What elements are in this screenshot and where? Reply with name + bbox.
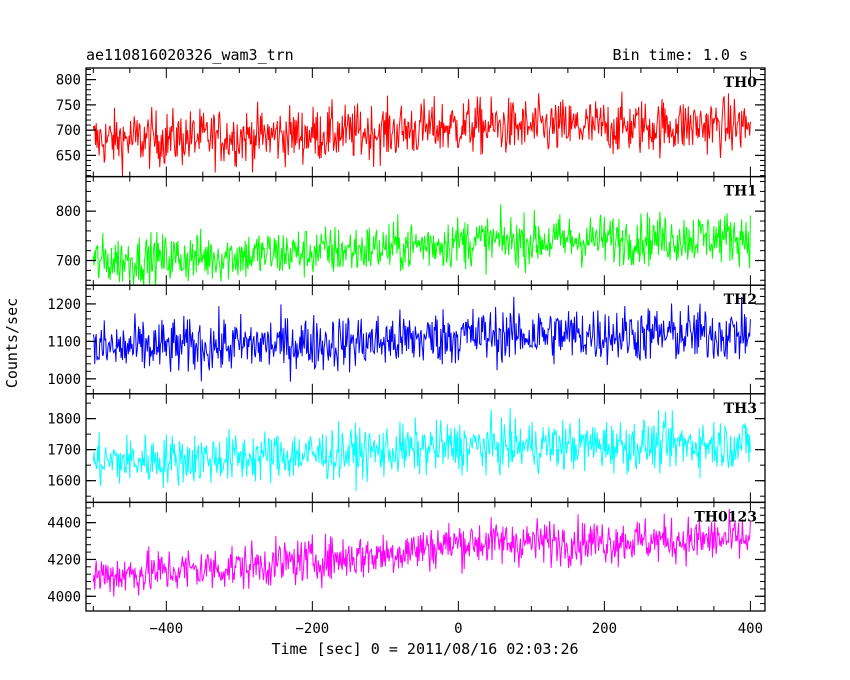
y-tick-label: 800 <box>56 204 81 220</box>
x-tick-label: −200 <box>295 621 329 637</box>
y-tick-label: 750 <box>56 98 81 114</box>
y-axis-label: Counts/sec <box>3 298 21 388</box>
series-th3 <box>92 407 751 492</box>
y-tick-label: 1800 <box>47 412 81 428</box>
y-tick-label: 1600 <box>47 474 81 490</box>
panel-label-th1: TH1 <box>724 184 757 200</box>
panel-label-th3: TH3 <box>724 401 757 417</box>
y-tick-label: 4200 <box>47 552 81 568</box>
series-layer <box>92 91 751 597</box>
y-tick-label: 700 <box>56 123 81 139</box>
y-tick-label: 4000 <box>47 589 81 605</box>
series-th2 <box>92 296 751 382</box>
y-tick-label: 1100 <box>47 334 81 350</box>
x-tick-label: 0 <box>454 621 462 637</box>
y-tick-label: 700 <box>56 254 81 270</box>
panel-frame-th0123 <box>85 501 766 612</box>
x-axis-label: Time [sec] 0 = 2011/08/16 02:03:26 <box>271 640 578 658</box>
series-th0123 <box>92 508 751 597</box>
panel-label-th0: TH0 <box>724 75 758 91</box>
x-tick-label: 400 <box>738 621 763 637</box>
series-th0 <box>92 91 751 177</box>
y-tick-label: 1000 <box>47 372 81 388</box>
chart-title: ae110816020326_wam3_trn <box>86 46 294 64</box>
label-layer: 650 700 750 800 TH0 700 800 TH1 1000 1100 1200 TH2 1… <box>47 73 763 637</box>
bin-time-label: Bin time: 1.0 s <box>613 46 748 64</box>
panel-label-th0123: TH0123 <box>694 509 757 525</box>
frame-layer <box>85 67 766 612</box>
x-tick-label: 200 <box>592 621 617 637</box>
x-tick-label: −400 <box>149 621 183 637</box>
y-tick-label: 1700 <box>47 443 81 459</box>
y-tick-label: 1200 <box>47 297 81 313</box>
panel-label-th2: TH2 <box>724 292 757 308</box>
y-tick-label: 650 <box>56 148 81 164</box>
series-th1 <box>92 204 751 286</box>
y-tick-label: 800 <box>56 73 81 89</box>
y-tick-label: 4400 <box>47 516 81 532</box>
